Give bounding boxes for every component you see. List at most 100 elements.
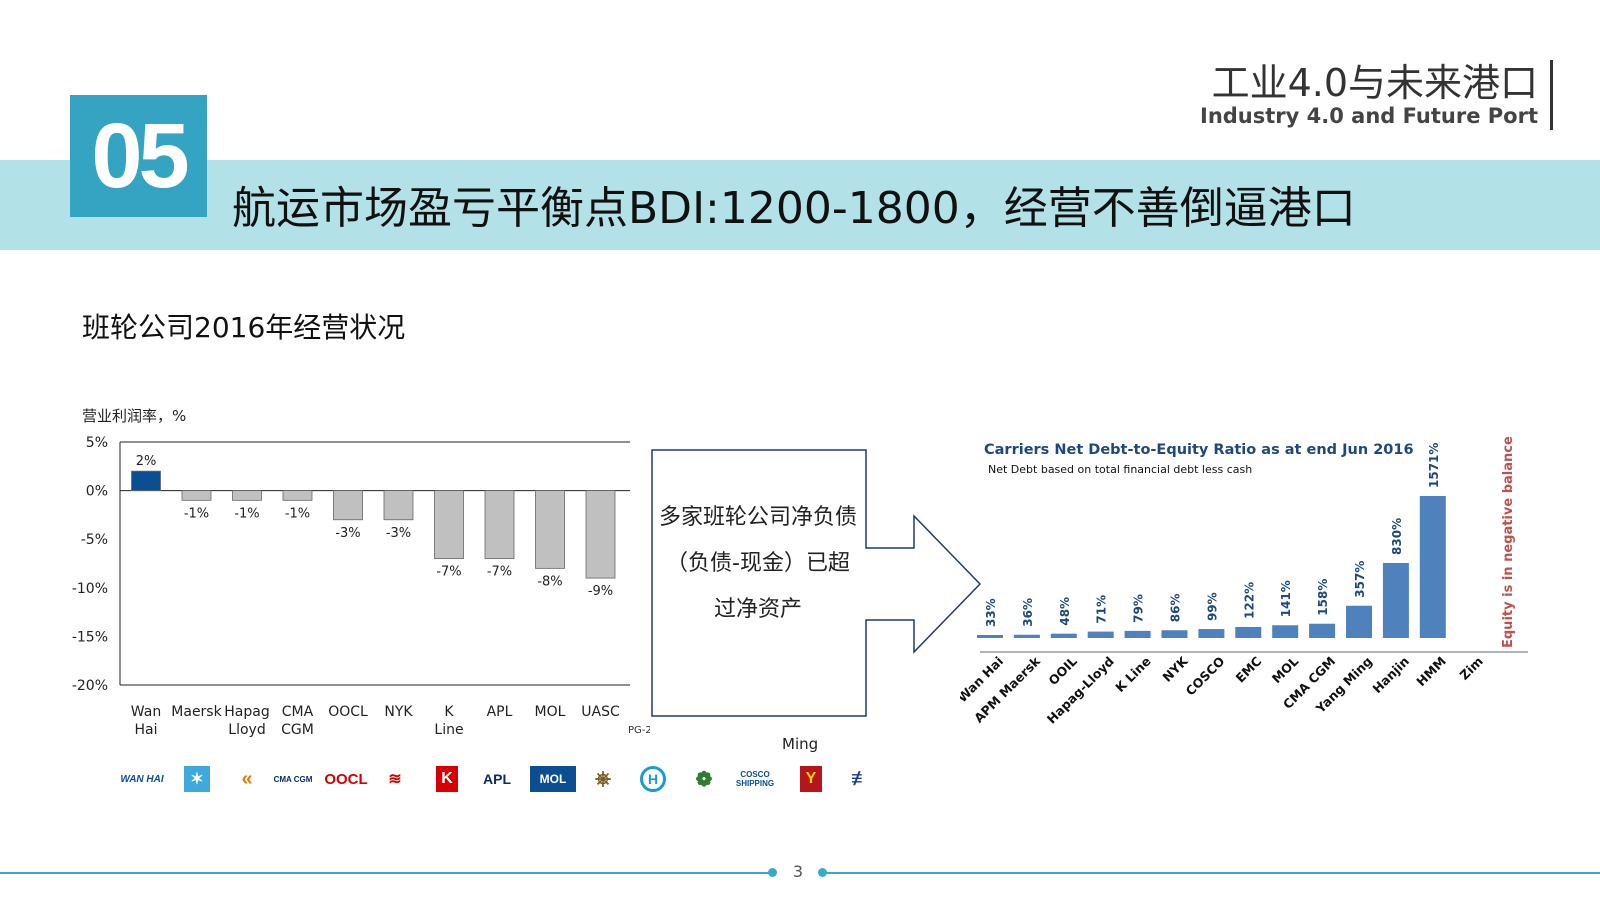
brand-title-cn: 工业4.0与未来港口 bbox=[1211, 61, 1538, 105]
chart1-bar bbox=[131, 470, 161, 492]
chart2-data-label: 33% bbox=[984, 598, 998, 627]
chart2-data-label: 158% bbox=[1316, 579, 1330, 616]
brand-divider bbox=[1550, 60, 1553, 130]
footer-line-left bbox=[0, 872, 773, 874]
chart2-data-label: 122% bbox=[1242, 582, 1256, 619]
chart2-category-label: Hanjin bbox=[1369, 654, 1412, 697]
chart2-data-label: 141% bbox=[1279, 580, 1293, 617]
chart1-ylabel: 营业利润率，% bbox=[82, 407, 186, 425]
chart2-category-label: APM Maersk bbox=[971, 653, 1044, 726]
chart2-data-label: 99% bbox=[1205, 592, 1219, 621]
zim-flag-icon: ≢ bbox=[851, 767, 871, 790]
chart1-category-label: OOCL bbox=[328, 704, 368, 720]
cma-cgm-logo: CMA CGM bbox=[273, 774, 313, 784]
china-shipping-emblem-icon: ❁ bbox=[695, 768, 713, 791]
chart2-category-label: MOL bbox=[1269, 653, 1302, 686]
chart1-bar bbox=[181, 490, 212, 501]
hmm-logo: H bbox=[640, 766, 666, 792]
chart2-bar bbox=[1419, 496, 1446, 638]
chart1-category-label: Hapag bbox=[224, 704, 269, 720]
chart2-data-label: 830% bbox=[1390, 518, 1404, 555]
chart1-category-label: CGM bbox=[281, 722, 314, 738]
chart1-data-label: -1% bbox=[184, 506, 209, 521]
debt-to-equity-chart: Carriers Net Debt-to-Equity Ratio as at … bbox=[960, 436, 1528, 727]
chart1-bar bbox=[333, 490, 363, 521]
chart1-category-label: K bbox=[444, 704, 454, 720]
chart2-category-label: EMC bbox=[1232, 654, 1264, 686]
uasc-wheel-icon: ⎈ bbox=[595, 767, 611, 790]
chart1-bar bbox=[282, 490, 313, 501]
k-line-logo: K bbox=[436, 766, 458, 792]
chart1-data-label: -1% bbox=[285, 506, 310, 521]
yang-ming-logo: Y bbox=[800, 766, 822, 792]
chart1-y-tick: -5% bbox=[81, 532, 108, 548]
chart1-source-note: PG-2016 bbox=[628, 725, 650, 736]
footer-line-right bbox=[823, 872, 1600, 874]
chart1-y-tick: -20% bbox=[72, 678, 108, 694]
chart2-category-label: HMM bbox=[1413, 654, 1449, 690]
chart2-data-label: 71% bbox=[1095, 595, 1109, 624]
chart1-data-label: -3% bbox=[335, 526, 360, 541]
chart1-data-label: -1% bbox=[234, 506, 259, 521]
chart1-category-label: CMA bbox=[282, 704, 314, 720]
operating-margin-chart: 营业利润率，% 5% 0% -5% -10% -15% -20% 2% -1% -1% -1% -… bbox=[72, 407, 650, 738]
chart2-annotation: Equity is in negative balance bbox=[1501, 436, 1516, 648]
wan-hai-logo: WAN HAI bbox=[120, 773, 164, 785]
chart1-category-label: Maersk bbox=[171, 704, 222, 720]
chart1-data-label: -7% bbox=[487, 565, 512, 580]
chart2-data-label: 48% bbox=[1058, 597, 1072, 626]
chart1-category-label: APL bbox=[487, 704, 513, 720]
chart1-y-tick: 5% bbox=[86, 435, 108, 451]
oocl-logo: OOCL bbox=[324, 770, 368, 788]
chart2-category-label: NYK bbox=[1159, 653, 1191, 685]
chart2-bar bbox=[1087, 631, 1114, 638]
chart1-bar bbox=[232, 490, 262, 501]
page-number: 3 bbox=[792, 862, 804, 881]
chart1-bar bbox=[484, 490, 515, 560]
chart2-data-label: 79% bbox=[1132, 594, 1146, 623]
chart1-category-label: Lloyd bbox=[228, 722, 265, 738]
chart2-bar bbox=[1346, 605, 1372, 638]
chart1-data-label: -9% bbox=[588, 584, 613, 599]
chart2-bar bbox=[1309, 623, 1336, 638]
chart2-bar bbox=[1198, 629, 1225, 638]
chart2-bar bbox=[1124, 630, 1151, 638]
chart2-bar bbox=[1235, 626, 1262, 638]
page-title: 航运市场盈亏平衡点BDI:1200-1800，经营不善倒逼港口 bbox=[232, 183, 1356, 234]
callout-text: 多家班轮公司净负债（负债-现金）已超过净资产 bbox=[658, 505, 857, 622]
chart2-subtitle: Net Debt based on total financial debt l… bbox=[988, 463, 1252, 476]
section-subtitle: 班轮公司2016年经营状况 bbox=[82, 311, 406, 344]
chart2-bar bbox=[1050, 633, 1077, 638]
chart1-bar bbox=[434, 490, 464, 560]
chart2-category-label: K Line bbox=[1112, 654, 1153, 695]
footer-dot-left bbox=[768, 868, 777, 877]
chart2-bar bbox=[1013, 634, 1040, 638]
chart1-category-label: Line bbox=[434, 722, 463, 738]
chart2-category-label: Zim bbox=[1457, 654, 1486, 683]
cosco-shipping-logo: COSCO SHIPPING bbox=[735, 770, 775, 788]
section-number-badge: 05 bbox=[70, 95, 207, 217]
hapag-lloyd-icon: « bbox=[241, 767, 253, 790]
chart2-bar bbox=[977, 635, 1003, 638]
chart2-data-label: 1571% bbox=[1427, 443, 1441, 488]
chart1-extra-label: Ming bbox=[782, 735, 819, 753]
chart1-y-tick: 0% bbox=[86, 484, 108, 500]
chart1-category-label: UASC bbox=[581, 704, 620, 720]
mol-logo: MOL bbox=[530, 766, 576, 792]
maersk-star-icon: ✶ bbox=[184, 766, 210, 792]
apl-logo: APL bbox=[483, 771, 511, 787]
chart1-bar bbox=[535, 490, 565, 569]
chart1-data-label: -7% bbox=[436, 565, 461, 580]
title-band bbox=[0, 160, 1600, 250]
chart1-data-label: -8% bbox=[537, 574, 562, 589]
chart1-y-tick: -10% bbox=[72, 581, 108, 597]
callout-arrow bbox=[651, 449, 982, 717]
chart2-bar bbox=[1161, 630, 1188, 638]
chart2-bar bbox=[1272, 625, 1299, 638]
callout-arrow-shape bbox=[651, 449, 982, 717]
chart1-bar bbox=[383, 490, 414, 521]
chart1-bar bbox=[585, 490, 616, 579]
chart1-category-label: NYK bbox=[384, 704, 413, 720]
chart2-category-label: OOIL bbox=[1045, 653, 1080, 688]
chart2-data-label: 357% bbox=[1353, 561, 1367, 598]
